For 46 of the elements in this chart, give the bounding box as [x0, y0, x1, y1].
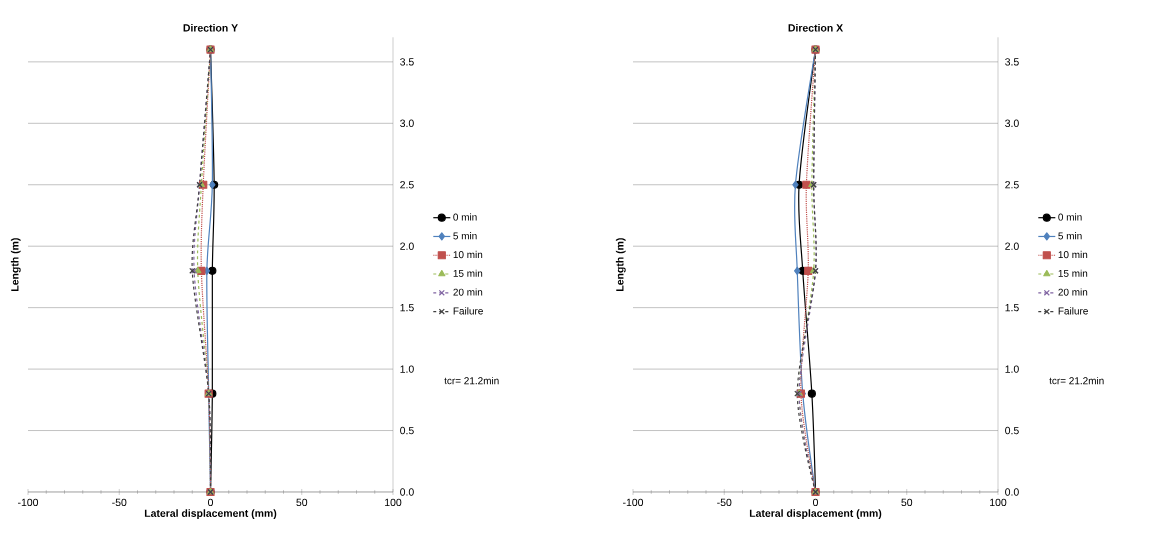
- legend-label: 5 min: [1058, 232, 1082, 240]
- legend-label: 15 min: [453, 269, 483, 277]
- x-tick-label: 50: [296, 498, 308, 507]
- legend-label: 10 min: [453, 250, 483, 259]
- x-tick-label: 0: [208, 498, 214, 507]
- x-tick-label: 100: [385, 498, 402, 507]
- y-tick-label: 1.0: [1005, 365, 1019, 373]
- legend-label: 5 min: [453, 232, 477, 240]
- y-tick-label: 0.5: [400, 426, 414, 435]
- text: tcr= 21.2min: [1049, 376, 1104, 385]
- legend-label: 10 min: [1058, 250, 1088, 259]
- x-tick-label: -100: [18, 498, 39, 507]
- y-tick-label: 1.5: [1005, 304, 1019, 312]
- y-tick-label: 3.0: [400, 119, 414, 128]
- y-tick-label: 2.0: [1005, 242, 1019, 250]
- y-tick-label: 1.5: [400, 304, 414, 312]
- x-tick-label: -50: [112, 498, 127, 507]
- legend-label: 0 min: [453, 213, 477, 221]
- legend-label: 20 min: [453, 288, 483, 296]
- x-tick-label: 100: [990, 498, 1007, 507]
- y-tick-label: 3.0: [1005, 119, 1019, 128]
- y-tick-label: 3.5: [400, 58, 414, 66]
- legend-label: 15 min: [1058, 269, 1088, 277]
- legend-label: Failure: [453, 307, 483, 315]
- x-tick-label: 50: [901, 498, 913, 507]
- y-tick-label: 1.0: [400, 365, 414, 373]
- y-tick-label: 2.5: [400, 181, 414, 189]
- y-tick-label: 0.0: [400, 488, 414, 496]
- x-tick-label: 0: [813, 498, 819, 507]
- chart-title: Direction X: [788, 23, 844, 32]
- y-tick-label: 2.5: [1005, 181, 1019, 189]
- y-axis-title: Length (m): [10, 238, 21, 291]
- legend-label: 20 min: [1058, 288, 1088, 296]
- x-axis-title: Lateral displacement (mm): [749, 509, 882, 519]
- y-tick-label: 2.0: [400, 242, 414, 250]
- x-tick-label: -50: [717, 498, 732, 507]
- legend-label: Failure: [1058, 307, 1088, 315]
- legend-label: 0 min: [1058, 213, 1082, 221]
- x-tick-label: -100: [623, 498, 644, 507]
- y-tick-label: 0.0: [1005, 488, 1019, 496]
- text: tcr= 21.2min: [444, 376, 499, 385]
- y-axis-title: Length (m): [615, 238, 626, 291]
- y-tick-label: 0.5: [1005, 426, 1019, 435]
- y-tick-label: 3.5: [1005, 58, 1019, 66]
- x-axis-title: Lateral displacement (mm): [144, 509, 277, 519]
- chart-title: Direction Y: [183, 23, 238, 32]
